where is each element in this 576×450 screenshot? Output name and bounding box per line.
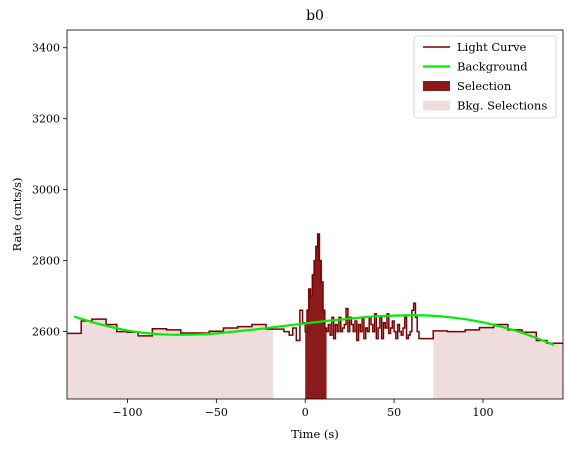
legend-swatch: [423, 100, 450, 111]
y-ticks: 2600 2800 3000 3200 3400: [32, 42, 67, 339]
legend-label: Bkg. Selections: [457, 99, 547, 113]
y-tick-label: 3000: [32, 184, 60, 197]
x-tick-label: 0: [302, 406, 309, 419]
y-axis-label: Rate (cnts/s): [10, 178, 24, 252]
legend-box: [413, 35, 557, 119]
bkg-selection-region-1: [67, 319, 274, 399]
x-tick-label: 50: [387, 406, 401, 419]
y-tick-label: 2800: [32, 255, 60, 268]
legend-label: Selection: [457, 79, 512, 93]
legend: Light Curve Background Selection Bkg. Selec…: [413, 35, 557, 119]
light-curve-layer: [67, 233, 563, 345]
chart-title: b0: [306, 8, 324, 24]
legend-label: Light Curve: [457, 40, 527, 54]
x-tick-label: 100: [473, 406, 494, 419]
bkg-selection-layer: [67, 319, 563, 399]
background-layer: [73, 314, 555, 347]
x-tick-label: −100: [112, 406, 142, 419]
x-tick-label: −50: [205, 406, 228, 419]
legend-swatch: [423, 81, 450, 91]
y-tick-label: 2600: [32, 326, 60, 339]
plot-frame: [66, 29, 564, 400]
x-axis-label: Time (s): [291, 427, 339, 441]
bkg-selection-region-2: [433, 324, 563, 399]
y-tick-label: 3200: [32, 113, 60, 126]
light-curve-line: [67, 233, 563, 345]
x-ticks: −100 −50 0 50 100: [112, 399, 494, 419]
background-line: [73, 314, 555, 347]
legend-label: Background: [457, 60, 528, 74]
y-tick-label: 3400: [32, 42, 60, 55]
